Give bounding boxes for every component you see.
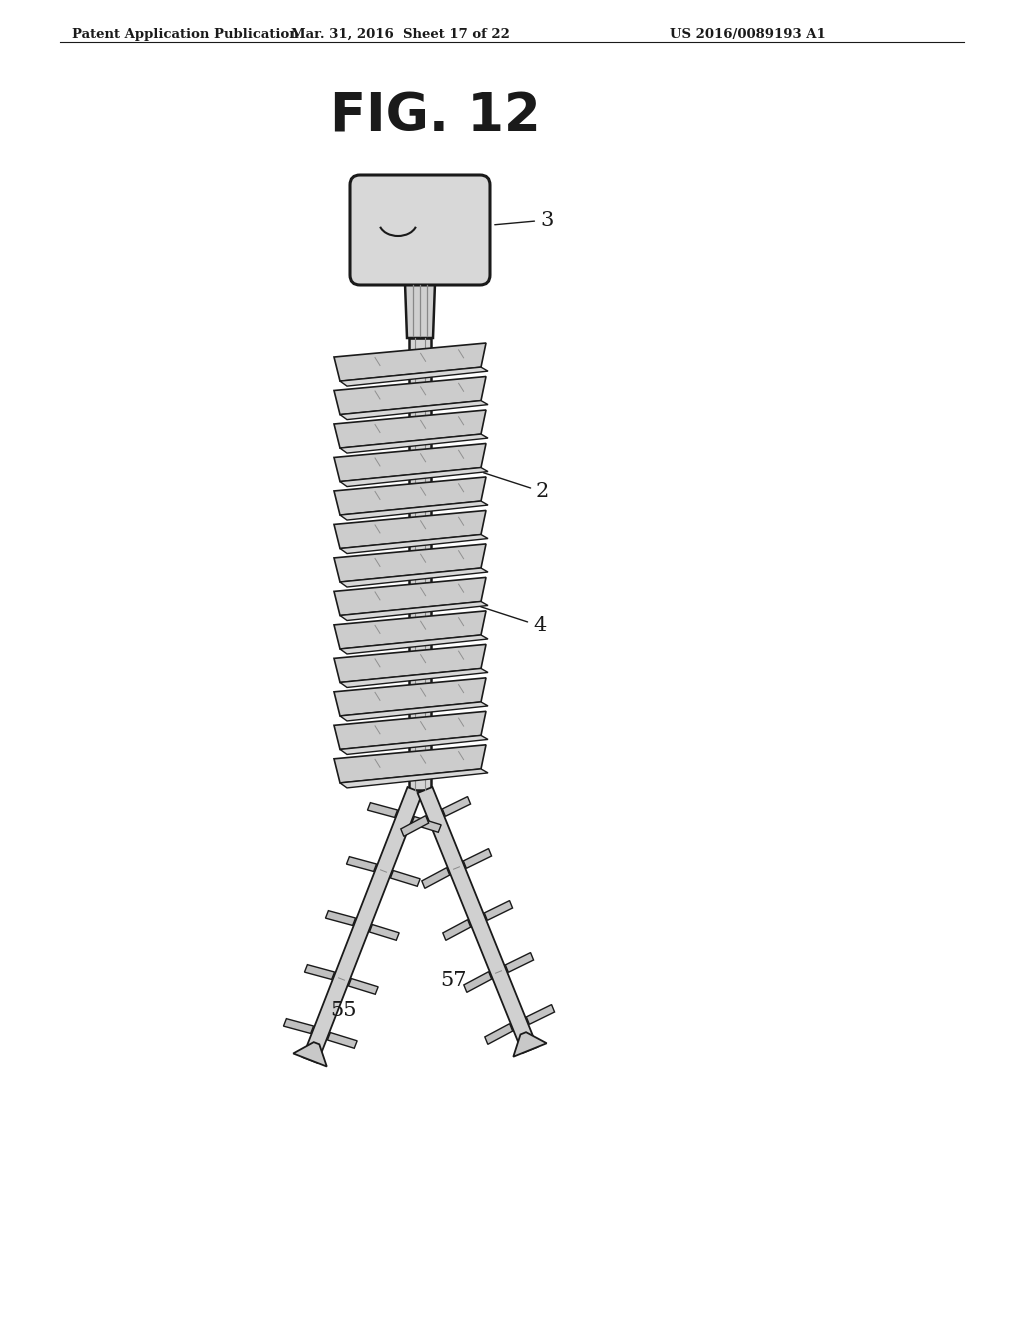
Text: 2: 2 bbox=[483, 473, 549, 502]
Polygon shape bbox=[340, 467, 488, 487]
Polygon shape bbox=[334, 644, 486, 682]
Polygon shape bbox=[334, 376, 486, 414]
Polygon shape bbox=[340, 668, 488, 688]
Polygon shape bbox=[340, 770, 488, 788]
Polygon shape bbox=[390, 870, 420, 886]
Polygon shape bbox=[334, 511, 486, 549]
Polygon shape bbox=[370, 924, 399, 940]
Polygon shape bbox=[412, 817, 441, 833]
Polygon shape bbox=[334, 343, 486, 381]
Polygon shape bbox=[348, 978, 378, 994]
Polygon shape bbox=[293, 1041, 327, 1067]
Polygon shape bbox=[340, 502, 488, 520]
Polygon shape bbox=[368, 803, 397, 817]
Polygon shape bbox=[334, 411, 486, 447]
Text: Mar. 31, 2016  Sheet 17 of 22: Mar. 31, 2016 Sheet 17 of 22 bbox=[291, 28, 509, 41]
Polygon shape bbox=[340, 702, 488, 721]
Polygon shape bbox=[464, 972, 492, 993]
Polygon shape bbox=[340, 635, 488, 653]
Polygon shape bbox=[334, 711, 486, 750]
Polygon shape bbox=[340, 535, 488, 553]
Polygon shape bbox=[304, 965, 335, 979]
Polygon shape bbox=[513, 1032, 547, 1057]
Polygon shape bbox=[284, 1019, 313, 1034]
Polygon shape bbox=[340, 400, 488, 420]
Polygon shape bbox=[326, 911, 355, 925]
Polygon shape bbox=[334, 444, 486, 482]
Polygon shape bbox=[418, 787, 538, 1053]
Polygon shape bbox=[334, 544, 486, 582]
Polygon shape bbox=[340, 568, 488, 587]
Polygon shape bbox=[334, 611, 486, 649]
Text: 3: 3 bbox=[495, 210, 553, 230]
Polygon shape bbox=[334, 678, 486, 715]
Polygon shape bbox=[340, 602, 488, 620]
Polygon shape bbox=[334, 744, 486, 783]
Polygon shape bbox=[409, 338, 431, 789]
Polygon shape bbox=[334, 577, 486, 615]
Polygon shape bbox=[340, 367, 488, 387]
Text: 4: 4 bbox=[480, 607, 546, 635]
Text: US 2016/0089193 A1: US 2016/0089193 A1 bbox=[670, 28, 825, 41]
Text: FIG. 12: FIG. 12 bbox=[330, 90, 541, 143]
Polygon shape bbox=[346, 857, 377, 871]
Polygon shape bbox=[334, 477, 486, 515]
Text: 55: 55 bbox=[330, 1001, 356, 1020]
Polygon shape bbox=[340, 735, 488, 755]
Polygon shape bbox=[442, 920, 471, 940]
Polygon shape bbox=[406, 282, 435, 338]
Polygon shape bbox=[506, 953, 534, 973]
Polygon shape bbox=[400, 816, 429, 837]
Polygon shape bbox=[484, 900, 513, 920]
Polygon shape bbox=[526, 1005, 555, 1024]
Polygon shape bbox=[302, 787, 423, 1063]
FancyBboxPatch shape bbox=[350, 176, 490, 285]
Polygon shape bbox=[422, 867, 450, 888]
Polygon shape bbox=[442, 796, 471, 816]
Polygon shape bbox=[463, 849, 492, 869]
Text: Patent Application Publication: Patent Application Publication bbox=[72, 28, 299, 41]
Polygon shape bbox=[328, 1032, 357, 1048]
Text: 57: 57 bbox=[440, 972, 467, 990]
Polygon shape bbox=[484, 1024, 513, 1044]
Polygon shape bbox=[340, 434, 488, 453]
